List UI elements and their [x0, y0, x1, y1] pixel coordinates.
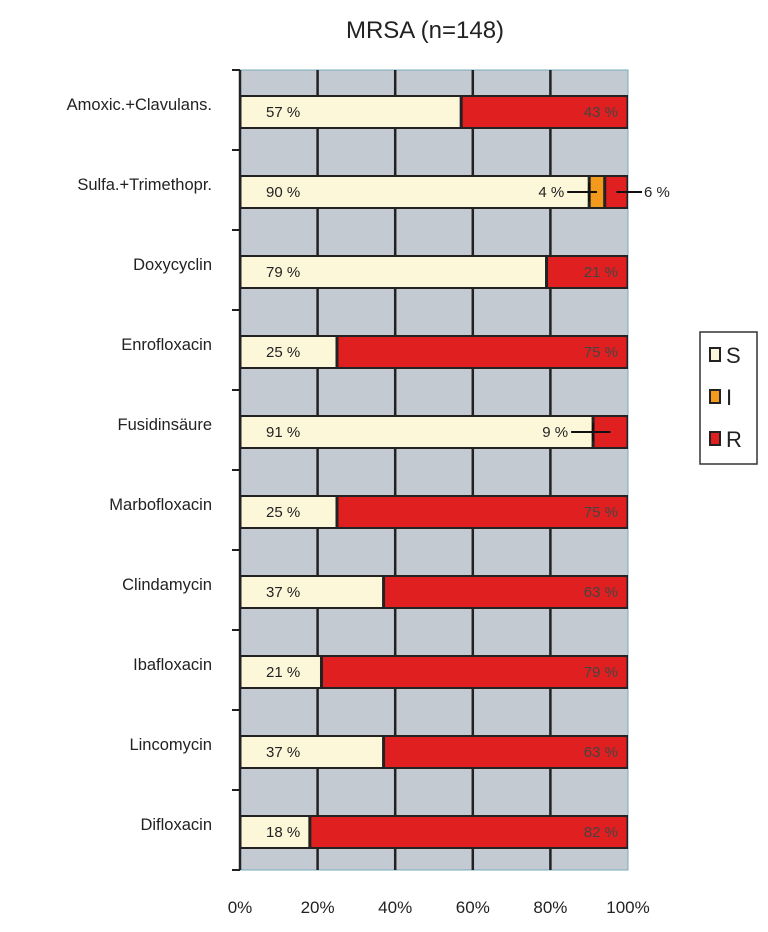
value-label-S: 57 % [266, 104, 300, 121]
bar-segment-R [311, 817, 627, 847]
value-label-S: 25 % [266, 504, 300, 521]
category-label: Fusidinsäure [118, 416, 212, 434]
bar-segment-S [241, 257, 546, 287]
category-label: Sulfa.+Trimethopr. [77, 176, 212, 194]
value-label-S: 37 % [266, 584, 300, 601]
legend: SIR [699, 331, 758, 465]
x-tick-label: 60% [456, 898, 490, 917]
bar-segment-R [338, 497, 627, 527]
category-label: Amoxic.+Clavulans. [67, 96, 212, 114]
category-label: Marbofloxacin [109, 496, 212, 514]
bar-segment-R [338, 337, 627, 367]
value-label-R: 75 % [584, 344, 618, 361]
value-label-R: 63 % [584, 584, 618, 601]
chart-title: MRSA (n=148) [346, 17, 504, 44]
x-tick-label: 100% [606, 898, 649, 917]
bar-segment-S [241, 417, 592, 447]
value-label-R: 6 % [644, 184, 670, 201]
legend-swatch-S [709, 347, 721, 362]
value-label-S: 37 % [266, 744, 300, 761]
bar-segment-R [548, 257, 627, 287]
x-tick-label: 0% [228, 898, 253, 917]
bar-segment-S [241, 817, 309, 847]
value-label-S: 25 % [266, 344, 300, 361]
x-tick-label: 40% [378, 898, 412, 917]
bar-segment-R [322, 657, 627, 687]
value-label-S: 21 % [266, 664, 300, 681]
plot-area: 0% 20% 40% 60% 80% 100% Amoxic.+Clavulans. 57 %… [67, 69, 670, 917]
category-label: Ibafloxacin [133, 656, 212, 674]
value-label-S: 18 % [266, 824, 300, 841]
value-label-S: 91 % [266, 424, 300, 441]
value-label-R: 75 % [584, 504, 618, 521]
value-label-R: 21 % [584, 264, 618, 281]
value-label-R: 63 % [584, 744, 618, 761]
legend-label-I: I [726, 385, 732, 410]
category-label: Clindamycin [122, 576, 212, 594]
bar-segment-S [241, 337, 336, 367]
value-label-I: 4 % [538, 184, 564, 201]
value-label-R: 82 % [584, 824, 618, 841]
value-label-R: 79 % [584, 664, 618, 681]
value-label-S: 79 % [266, 264, 300, 281]
value-label-R: 9 % [542, 424, 568, 441]
bar-segment-S [241, 497, 336, 527]
category-label: Doxycyclin [133, 256, 212, 274]
bar-segment-R [385, 737, 627, 767]
bar-segment-R [385, 577, 627, 607]
bar-segment-S [241, 97, 460, 127]
x-tick-label: 80% [533, 898, 567, 917]
bar-segment-S [241, 177, 588, 207]
x-tick-label: 20% [301, 898, 335, 917]
legend-swatch-R [709, 431, 721, 446]
category-label: Enrofloxacin [121, 336, 212, 354]
category-label: Lincomycin [129, 736, 212, 754]
bar-segment-S [241, 657, 320, 687]
legend-label-R: R [726, 427, 742, 452]
value-label-S: 90 % [266, 184, 300, 201]
bar-segment-R [462, 97, 627, 127]
value-label-R: 43 % [584, 104, 618, 121]
legend-swatch-I [709, 389, 721, 404]
category-label: Difloxacin [140, 816, 212, 834]
legend-label-S: S [726, 343, 741, 368]
bar-segment-S [241, 737, 383, 767]
bar-segment-S [241, 577, 383, 607]
